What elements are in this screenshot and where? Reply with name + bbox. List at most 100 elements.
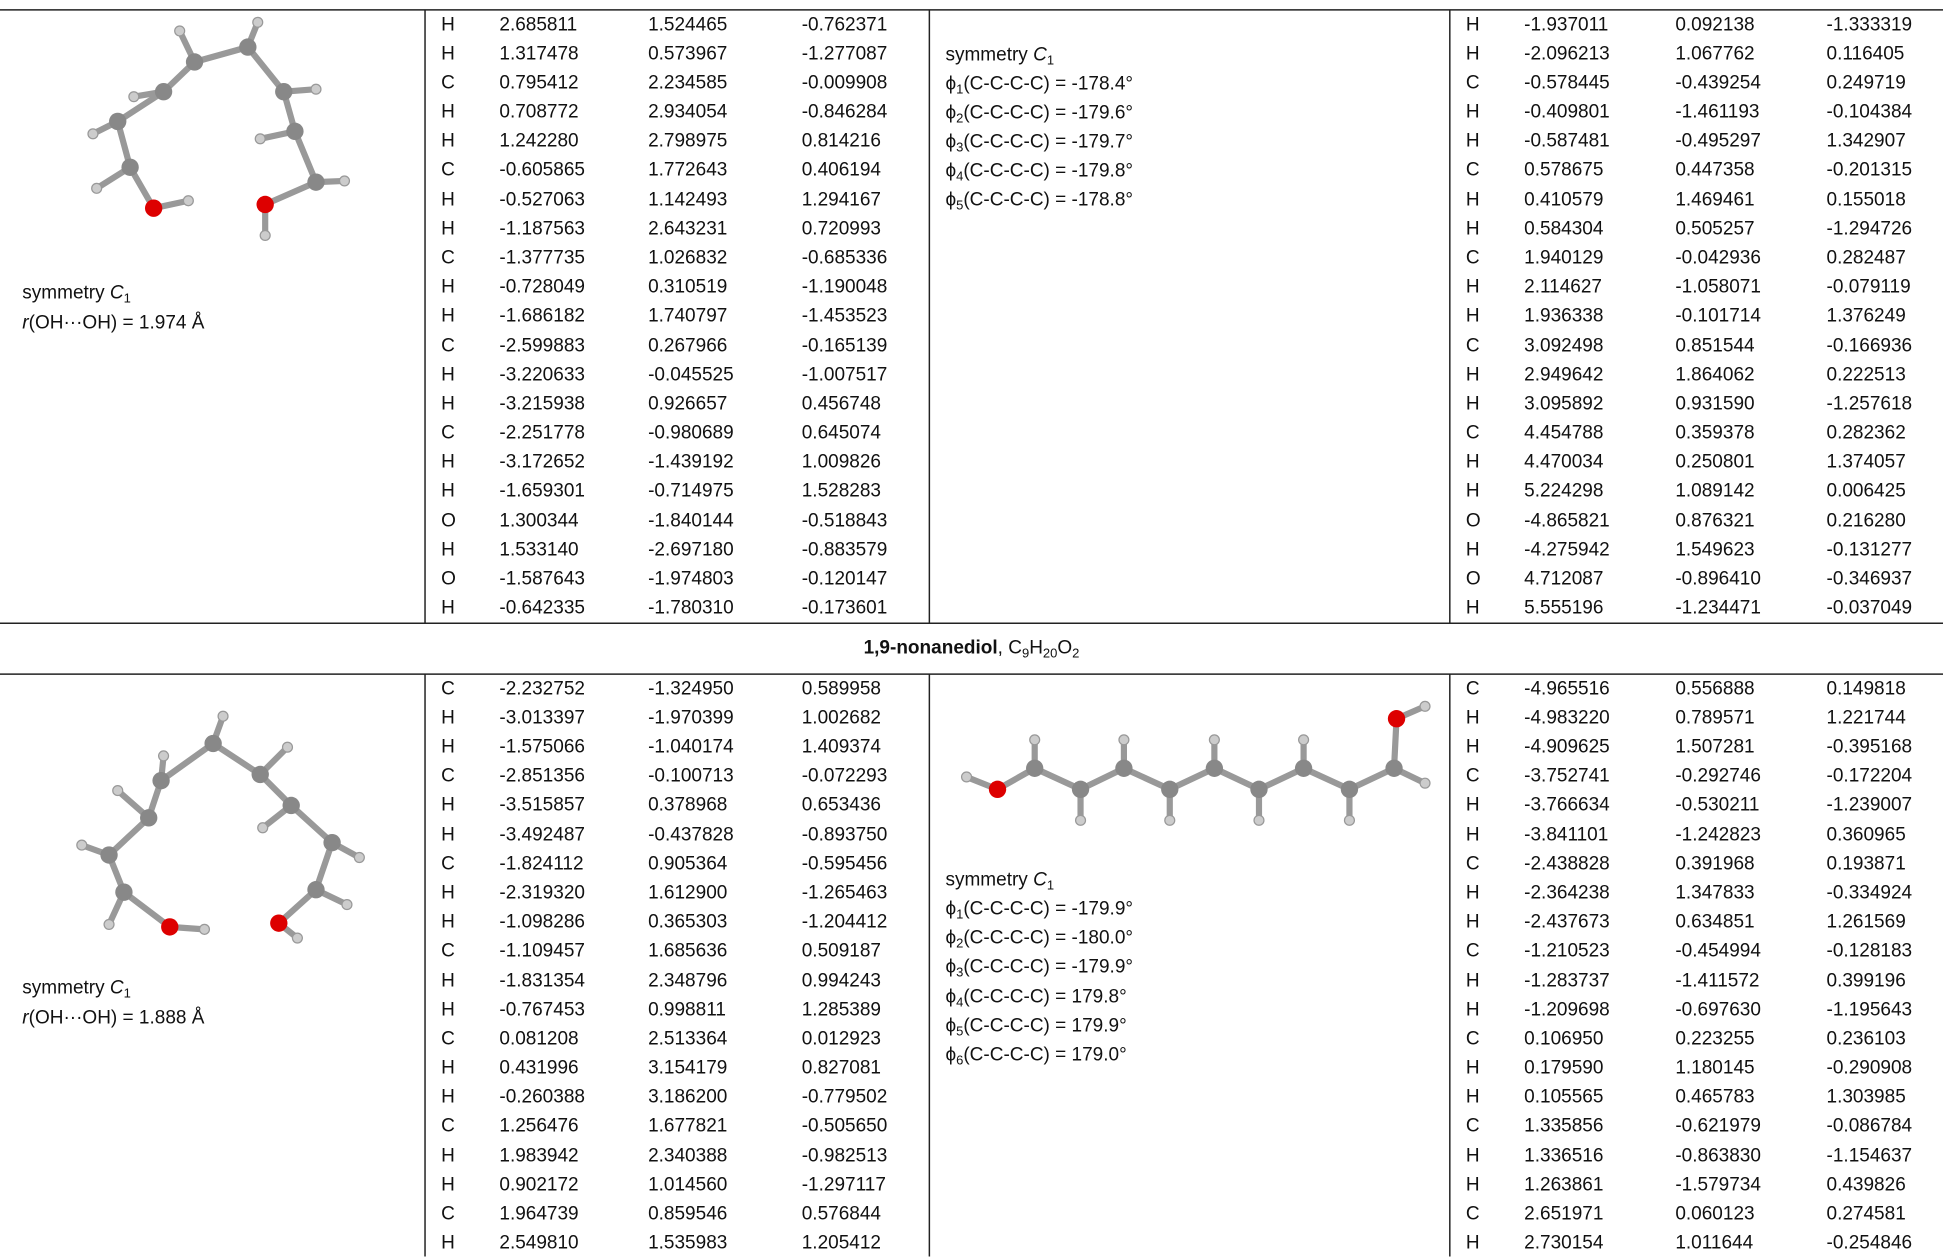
coordinate: -4.965516 [1524, 679, 1610, 698]
cell-text: -1.109457 [499, 941, 585, 962]
atom-symbol: H [441, 482, 455, 501]
cell-text: -1.937011 [1524, 14, 1608, 35]
cell-text: 2.685811 [499, 14, 577, 35]
dihedral-symbol: ϕ [945, 161, 956, 182]
coordinate: 0.789571 [1675, 708, 1754, 727]
cell-text: 0.456748 [802, 393, 881, 414]
cell-text: -3.752741 [1524, 766, 1610, 787]
cell-text: C [1466, 678, 1480, 699]
cell-text: 0.179590 [1524, 1058, 1603, 1079]
coordinate: -0.045525 [648, 365, 734, 384]
coordinate: -1.970399 [648, 708, 734, 727]
cell-text: 0.006425 [1827, 481, 1906, 502]
cell-text: H [1466, 131, 1480, 152]
atom-symbol: H [1466, 394, 1480, 413]
point-group-sub: 1 [1047, 52, 1054, 67]
coordinate: -1.974803 [648, 569, 734, 588]
coordinate: -0.779502 [802, 1088, 888, 1107]
dihedral-text: (C-C-C-C) = -179.6° [963, 103, 1133, 124]
point-group: C [110, 282, 124, 303]
cell-text: 1.677821 [648, 1116, 727, 1137]
atom-symbol: H [1466, 1088, 1480, 1107]
atom-symbol: C [441, 161, 455, 180]
atom-symbol: C [441, 942, 455, 961]
atom-symbol: H [1466, 708, 1480, 727]
atom-symbol: C [441, 248, 455, 267]
coordinate: -4.909625 [1524, 738, 1610, 757]
atom-symbol: H [1466, 599, 1480, 618]
coordinate: 1.528283 [802, 482, 881, 501]
atom-symbol: C [1466, 336, 1480, 355]
coordinate: -0.530211 [1675, 796, 1759, 815]
point-group-sub: 1 [124, 290, 131, 305]
cell-text: 0.851544 [1675, 335, 1754, 356]
coordinate: -0.086784 [1827, 1117, 1913, 1136]
cell-text: -0.893750 [802, 824, 888, 845]
cell-text: -0.104384 [1827, 102, 1913, 123]
cell-text: H [1466, 1174, 1480, 1195]
cell-text: -0.762371 [802, 14, 888, 35]
cell-text: -0.072293 [802, 766, 888, 787]
coordinate: -0.587481 [1524, 132, 1610, 151]
atom-symbol: H [1466, 883, 1480, 902]
coordinate: 0.814216 [802, 132, 881, 151]
atom-symbol: H [441, 365, 455, 384]
atom-symbol: H [441, 883, 455, 902]
atom-symbol: C [1466, 1117, 1480, 1136]
cell-text: -4.865821 [1524, 510, 1610, 531]
coordinate: -0.437828 [648, 825, 734, 844]
coordinate: -1.239007 [1827, 796, 1913, 815]
atom-symbol: H [441, 1175, 455, 1194]
coordinate: 1.347833 [1675, 883, 1754, 902]
cell-text: 1.089142 [1675, 481, 1754, 502]
coordinate: 1.026832 [648, 248, 727, 267]
coordinate: 1.300344 [499, 511, 578, 530]
cell-text: -1.377735 [499, 247, 585, 268]
coordinate: 0.310519 [648, 278, 727, 297]
coordinate: -1.824112 [499, 854, 583, 873]
coordinate: 0.926657 [648, 394, 727, 413]
cell-text: 1.964739 [499, 1203, 578, 1224]
cell-text: -0.587481 [1524, 131, 1610, 152]
coordinate: 0.634851 [1675, 913, 1754, 932]
coordinate: 3.186200 [648, 1088, 727, 1107]
coordinate: 0.439826 [1827, 1175, 1906, 1194]
coordinate: 0.378968 [648, 796, 727, 815]
cell-text: -1.780310 [648, 598, 734, 619]
coordinate: 1.524465 [648, 15, 727, 34]
cell-text: 1.374057 [1827, 452, 1906, 473]
coordinate: -1.294726 [1827, 219, 1913, 238]
atom-symbol: H [441, 1234, 455, 1253]
cell-text: -4.983220 [1524, 707, 1610, 728]
dihedral-text: (C-C-C-C) = -179.7° [963, 132, 1133, 153]
cell-text: C [1466, 853, 1480, 874]
coordinate: 0.274581 [1827, 1204, 1906, 1223]
cell-text: 1.612900 [648, 882, 727, 903]
cell-text: -2.319320 [499, 882, 585, 903]
cell-text: -3.766634 [1524, 795, 1610, 816]
cell-text: -1.575066 [499, 737, 585, 758]
cell-text: -1.411572 [1675, 970, 1759, 991]
cell-text: 0.573967 [648, 43, 727, 64]
coordinate: 1.180145 [1675, 1059, 1754, 1078]
coordinate: 2.934054 [648, 103, 727, 122]
cell-text: C [1466, 423, 1480, 444]
formula-element: C [1008, 637, 1022, 658]
cell-text: O [441, 510, 456, 531]
coordinate: 0.708772 [499, 103, 578, 122]
cell-text: -1.294726 [1827, 218, 1913, 239]
atom-symbol: O [441, 511, 456, 530]
coordinate: -0.131277 [1827, 540, 1913, 559]
dihedral-index: 5 [956, 198, 963, 213]
symmetry: symmetry C1 [945, 45, 1054, 66]
cell-text: -0.045525 [648, 364, 734, 385]
cell-text: 3.095892 [1524, 393, 1603, 414]
cell-text: -4.275942 [1524, 539, 1610, 560]
cell-text: 1.528283 [802, 481, 881, 502]
cell-text: -0.437828 [648, 824, 734, 845]
coordinate: 0.645074 [802, 424, 881, 443]
coordinate: 0.795412 [499, 73, 578, 92]
cell-text: H [441, 1174, 455, 1195]
cell-text: 0.282487 [1827, 247, 1906, 268]
coordinate: -2.438828 [1524, 854, 1610, 873]
